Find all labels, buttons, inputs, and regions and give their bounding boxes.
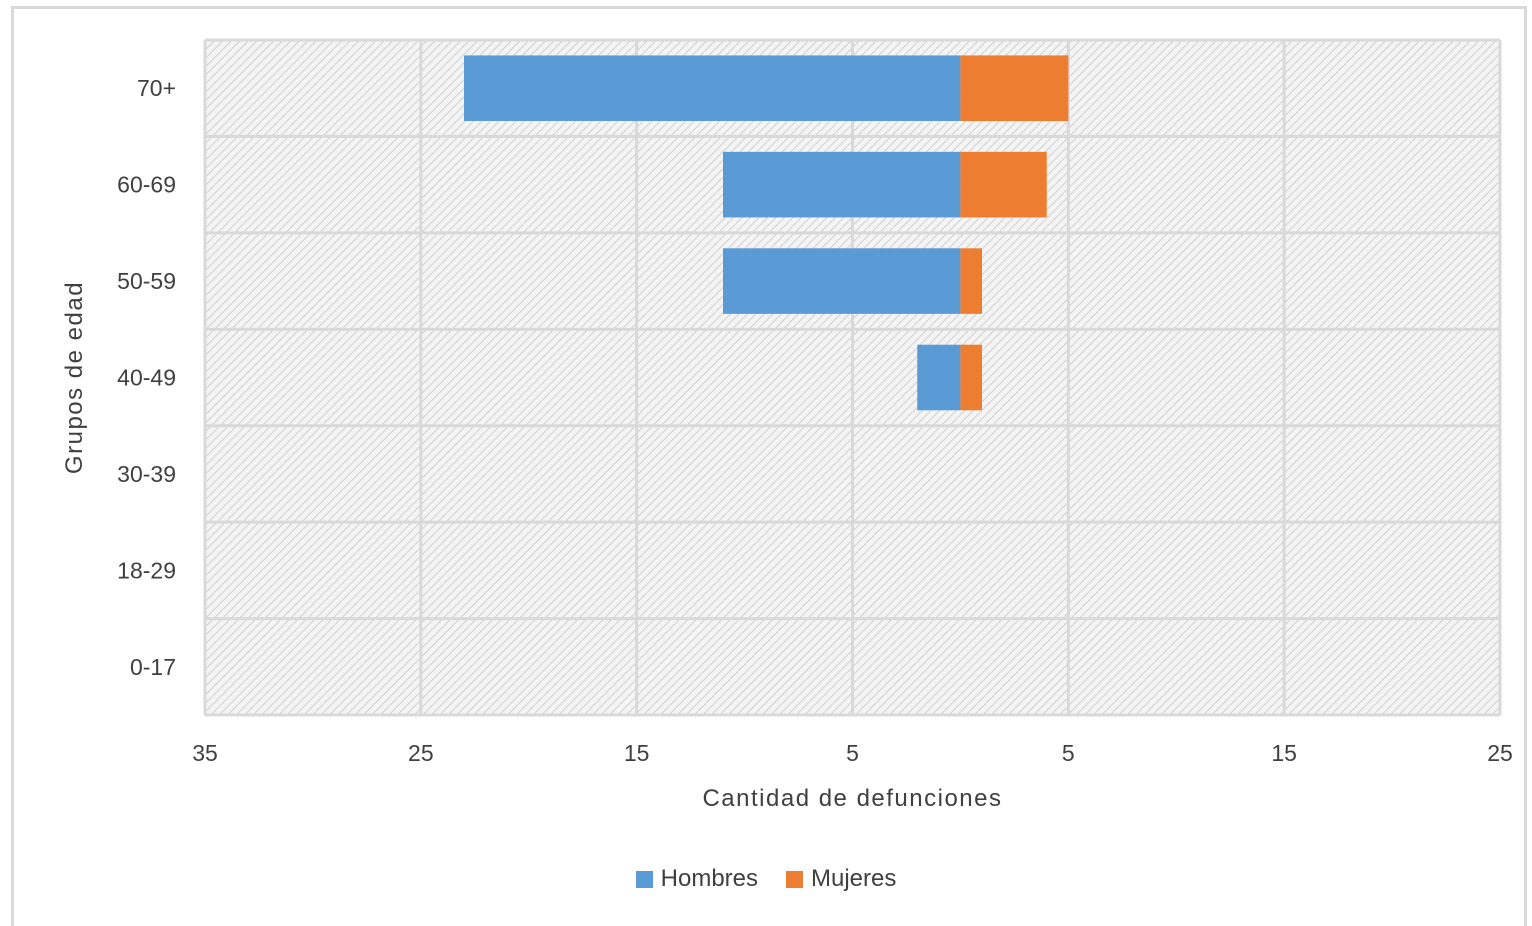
legend-label: Hombres: [660, 865, 758, 892]
x-axis-title: Cantidad de defunciones: [702, 785, 1002, 812]
x-tick-label: 5: [846, 740, 859, 766]
legend-label: Mujeres: [811, 865, 897, 892]
y-tick-labels: 70+ 60-69 50-59 40-49 30-39 18-29 0-17: [117, 75, 176, 680]
y-tick-label: 0-17: [130, 654, 176, 680]
gridlines: [203, 38, 1502, 717]
bar-hombres-40-49: [917, 344, 961, 411]
bar-hombres-70+: [464, 55, 961, 121]
legend-swatch: [786, 870, 803, 888]
bar-mujeres-70+: [960, 55, 1069, 121]
x-tick-label: 25: [408, 740, 434, 766]
bar-hombres-60-69: [723, 151, 961, 218]
bar-mujeres-60-69: [960, 151, 1047, 218]
x-tick-label: 15: [624, 740, 650, 766]
legend-item-hombres: Hombres: [635, 865, 758, 893]
bar-mujeres-50-59: [960, 248, 982, 314]
y-tick-label: 70+: [137, 75, 176, 101]
legend: Hombres Mujeres: [0, 865, 1532, 893]
bar-mujeres-40-49: [960, 344, 982, 411]
x-tick-label: 5: [1062, 740, 1075, 766]
x-tick-label: 35: [192, 740, 218, 766]
y-tick-label: 60-69: [117, 172, 176, 198]
bar-hombres-50-59: [723, 248, 961, 314]
y-tick-label: 18-29: [117, 557, 176, 583]
y-axis-title: Grupos de edad: [61, 281, 88, 474]
legend-swatch: [635, 870, 653, 888]
y-tick-label: 50-59: [117, 268, 176, 294]
y-tick-label: 40-49: [117, 365, 176, 391]
x-tick-labels: 35 25 15 5 5 15 25: [192, 740, 1513, 766]
bars: [464, 55, 1069, 411]
x-tick-label: 25: [1487, 740, 1513, 766]
y-tick-label: 30-39: [117, 461, 176, 487]
chart-frame: [11, 6, 1527, 926]
x-tick-label: 15: [1271, 740, 1297, 766]
legend-item-mujeres: Mujeres: [786, 865, 896, 893]
